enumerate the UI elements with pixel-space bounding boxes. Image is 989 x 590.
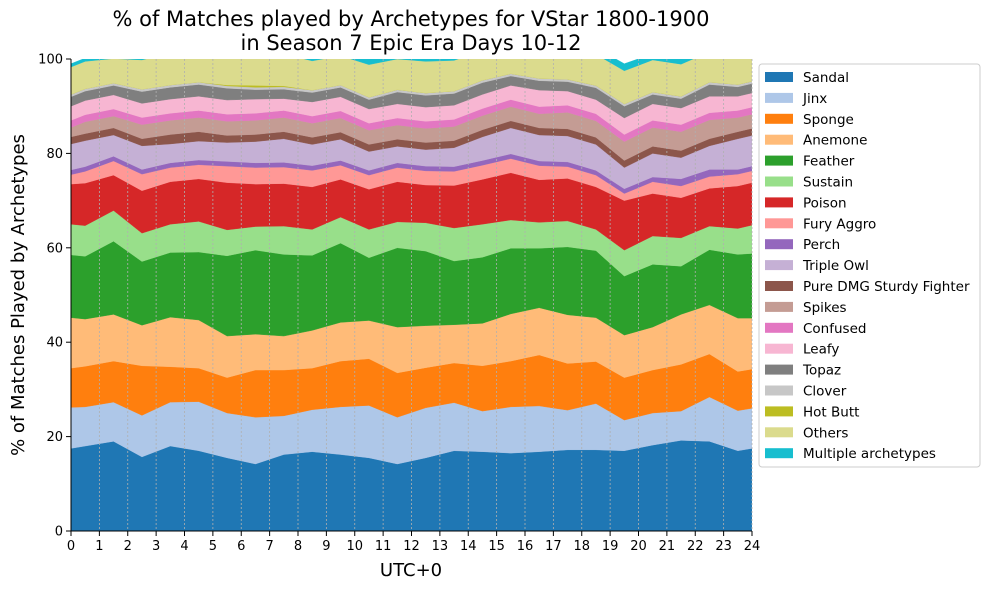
x-tick-label: 14 xyxy=(460,539,477,554)
legend-swatch-clover xyxy=(765,385,793,396)
chart-title-line2: in Season 7 Epic Era Days 10-12 xyxy=(241,31,582,55)
x-tick-label: 16 xyxy=(517,539,534,554)
x-tick-label: 23 xyxy=(715,539,732,554)
x-tick-label: 4 xyxy=(180,539,188,554)
legend-swatch-hot-butt xyxy=(765,406,793,417)
x-tick-label: 10 xyxy=(346,539,363,554)
area-multiple-archetypes xyxy=(71,59,694,72)
x-tick-label: 13 xyxy=(432,539,449,554)
legend-label-feather: Feather xyxy=(803,154,855,170)
x-tick-label: 7 xyxy=(265,539,273,554)
x-axis-label: UTC+0 xyxy=(380,560,442,581)
legend-label-topaz: Topaz xyxy=(802,363,841,379)
legend-label-others: Others xyxy=(803,425,848,441)
legend-label-triple-owl: Triple Owl xyxy=(802,258,869,274)
x-tick-label: 12 xyxy=(403,539,420,554)
x-tick-label: 22 xyxy=(687,539,704,554)
plot-areas xyxy=(71,59,752,531)
legend-swatch-confused xyxy=(765,322,793,333)
legend-label-leafy: Leafy xyxy=(803,342,839,358)
area-others xyxy=(71,59,752,105)
legend-swatch-topaz xyxy=(765,364,793,375)
legend-swatch-pure-dmg-sturdy-fighter xyxy=(765,281,793,291)
y-tick-label: 20 xyxy=(46,430,63,445)
x-axis-ticks: 0 1 2 3 4 5 6 7 8 9 10 11 12 13 14 15 16 17 18 19 20 21 22 23 24 xyxy=(67,531,760,554)
legend-swatch-feather xyxy=(765,155,793,166)
legend-swatch-perch xyxy=(765,239,793,250)
x-tick-label: 3 xyxy=(152,539,160,554)
legend-label-spikes: Spikes xyxy=(803,300,847,316)
legend-label-jinx: Jinx xyxy=(802,91,827,107)
legend-swatch-anemone xyxy=(765,134,793,145)
x-tick-label: 20 xyxy=(630,539,647,554)
x-tick-label: 11 xyxy=(375,539,392,554)
x-tick-label: 9 xyxy=(322,539,330,554)
legend-label-sustain: Sustain xyxy=(803,175,853,191)
x-tick-label: 17 xyxy=(545,539,562,554)
x-tick-label: 1 xyxy=(95,539,103,554)
y-tick-label: 100 xyxy=(38,53,63,68)
legend: Sandal Jinx Sponge Anemone Feather Sustain Poi… xyxy=(758,63,981,468)
legend-label-perch: Perch xyxy=(803,237,840,253)
x-tick-label: 6 xyxy=(237,539,245,554)
y-tick-label: 0 xyxy=(55,525,63,540)
legend-label-confused: Confused xyxy=(803,321,866,337)
legend-swatch-triple-owl xyxy=(765,260,793,271)
legend-label-poison: Poison xyxy=(803,195,847,211)
x-tick-label: 0 xyxy=(67,539,75,554)
legend-label-multiple-archetypes: Multiple archetypes xyxy=(803,446,936,462)
x-tick-label: 24 xyxy=(744,539,761,554)
legend-swatch-sustain xyxy=(765,176,793,187)
x-tick-label: 19 xyxy=(602,539,619,554)
legend-swatch-multiple-archetypes xyxy=(765,448,793,459)
y-tick-label: 60 xyxy=(46,241,63,256)
y-tick-label: 40 xyxy=(46,336,63,351)
legend-label-clover: Clover xyxy=(803,384,847,400)
legend-swatch-spikes xyxy=(765,301,793,312)
y-tick-label: 80 xyxy=(46,147,63,162)
legend-label-anemone: Anemone xyxy=(803,133,867,149)
legend-label-fury-aggro: Fury Aggro xyxy=(803,216,876,232)
legend-label-pure-dmg-sturdy-fighter: Pure DMG Sturdy Fighter xyxy=(803,279,970,295)
x-tick-label: 8 xyxy=(294,539,302,554)
legend-swatch-poison xyxy=(765,197,793,208)
legend-label-sandal: Sandal xyxy=(803,70,849,86)
y-axis-label: % of Matches Played by Archetypes xyxy=(8,134,29,456)
legend-swatch-fury-aggro xyxy=(765,218,793,229)
legend-swatch-others xyxy=(765,427,793,438)
legend-frame xyxy=(758,63,981,468)
x-tick-label: 2 xyxy=(124,539,132,554)
x-tick-label: 15 xyxy=(488,539,505,554)
legend-label-hot-butt: Hot Butt xyxy=(803,404,859,420)
x-tick-label: 21 xyxy=(659,539,676,554)
y-axis-ticks: 0 20 40 60 80 100 xyxy=(38,53,71,540)
chart-title-line1: % of Matches played by Archetypes for VS… xyxy=(113,7,710,31)
x-tick-label: 18 xyxy=(573,539,590,554)
vertical-gridlines xyxy=(70,59,753,531)
legend-swatch-leafy xyxy=(765,343,793,354)
legend-swatch-sponge xyxy=(765,113,793,124)
legend-swatch-sandal xyxy=(765,72,793,82)
x-tick-label: 5 xyxy=(209,539,217,554)
legend-label-sponge: Sponge xyxy=(803,112,854,128)
legend-swatch-jinx xyxy=(765,92,793,103)
